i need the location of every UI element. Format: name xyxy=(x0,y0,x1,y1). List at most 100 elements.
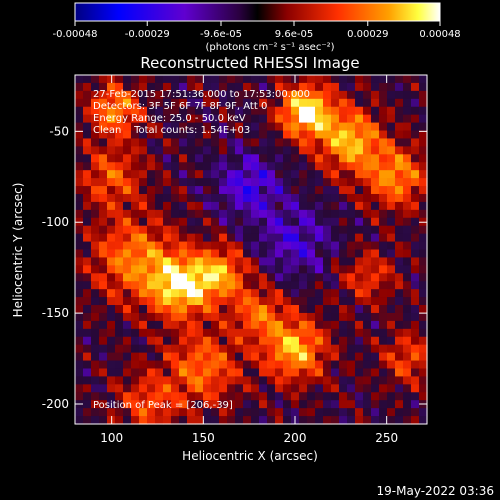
heatmap-cell xyxy=(291,154,300,163)
heatmap-cell xyxy=(99,328,108,338)
heatmap-cell xyxy=(75,265,84,274)
heatmap-cell xyxy=(235,114,244,124)
heatmap-cell xyxy=(355,154,364,163)
heatmap-cell xyxy=(267,392,276,401)
heatmap-cell xyxy=(403,75,412,84)
heatmap-cell xyxy=(371,392,380,401)
heatmap-cell xyxy=(211,241,220,251)
heatmap-cell xyxy=(275,170,284,179)
heatmap-cell xyxy=(403,122,412,132)
heatmap-cell xyxy=(395,193,404,203)
heatmap-cell xyxy=(411,265,420,274)
heatmap-cell xyxy=(379,249,388,259)
heatmap-cell xyxy=(219,249,228,259)
heatmap-cell xyxy=(371,122,380,132)
heatmap-cell xyxy=(99,225,108,235)
heatmap-cell xyxy=(283,178,292,187)
heatmap-cell xyxy=(107,344,116,354)
heatmap-cell xyxy=(307,114,316,124)
heatmap-cell xyxy=(83,312,92,322)
heatmap-cell xyxy=(267,209,276,219)
heatmap-cell xyxy=(243,106,252,116)
heatmap-cell xyxy=(371,368,380,378)
heatmap-cell xyxy=(315,408,324,417)
heatmap-cell xyxy=(379,384,388,393)
heatmap-cell xyxy=(211,249,220,259)
heatmap-cell xyxy=(411,186,420,195)
heatmap-cell xyxy=(339,400,348,409)
heatmap-cell xyxy=(147,233,156,243)
heatmap-cell xyxy=(371,384,380,393)
heatmap-cell xyxy=(283,305,292,314)
heatmap-cell xyxy=(315,186,324,195)
heatmap-cell xyxy=(315,328,324,338)
heatmap-cell xyxy=(275,368,284,378)
heatmap-cell xyxy=(307,170,316,179)
heatmap-cell xyxy=(75,98,84,108)
heatmap-cell xyxy=(411,392,420,401)
heatmap-cell xyxy=(147,217,156,227)
heatmap-cell xyxy=(91,265,100,274)
heatmap-cell xyxy=(139,138,148,147)
heatmap-cell xyxy=(107,273,116,282)
heatmap-cell xyxy=(139,384,148,393)
heatmap-cell xyxy=(403,336,412,346)
heatmap-cell xyxy=(331,201,340,211)
heatmap-cell xyxy=(283,122,292,132)
heatmap-cell xyxy=(283,106,292,116)
heatmap-cell xyxy=(283,416,292,425)
heatmap-cell xyxy=(211,344,220,354)
heatmap-cell xyxy=(363,305,372,314)
heatmap-cell xyxy=(187,249,196,259)
heatmap-cell xyxy=(187,305,196,314)
heatmap-cell xyxy=(275,98,284,108)
heatmap-cell xyxy=(179,193,188,203)
heatmap-cell xyxy=(227,281,236,290)
heatmap-cell xyxy=(307,352,316,362)
heatmap-cell xyxy=(387,416,396,425)
heatmap-cell xyxy=(147,273,156,282)
heatmap-cell xyxy=(131,305,140,314)
heatmap-cell xyxy=(243,416,252,425)
heatmap-cell xyxy=(347,265,356,274)
heatmap-cell xyxy=(379,297,388,306)
heatmap-cell xyxy=(323,368,332,378)
heatmap-cell xyxy=(299,320,308,330)
heatmap-cell xyxy=(275,90,284,100)
heatmap-cell xyxy=(139,400,148,409)
heatmap-cell xyxy=(227,368,236,378)
heatmap-cell xyxy=(323,75,332,84)
axis-ticks: 100 150 200 250-50-100-150-200 xyxy=(42,75,427,445)
heatmap-cell xyxy=(187,90,196,100)
heatmap-cell xyxy=(83,98,92,108)
heatmap-cell xyxy=(419,186,428,195)
heatmap-cell xyxy=(363,265,372,274)
heatmap-cell xyxy=(403,114,412,124)
heatmap-cell xyxy=(355,273,364,282)
heatmap-cell xyxy=(291,408,300,417)
heatmap-cell xyxy=(363,233,372,243)
heatmap-cell xyxy=(403,320,412,330)
heatmap-cell xyxy=(99,297,108,306)
heatmap-cell xyxy=(323,138,332,147)
heatmap-cell xyxy=(147,368,156,378)
heatmap-cell xyxy=(387,352,396,362)
heatmap-cell xyxy=(179,217,188,227)
heatmap-cell xyxy=(379,209,388,219)
heatmap-cell xyxy=(131,75,140,84)
heatmap-cell xyxy=(227,162,236,171)
heatmap-cell xyxy=(275,193,284,203)
heatmap-cell xyxy=(139,75,148,84)
heatmap-cell xyxy=(315,130,324,140)
heatmap-cell xyxy=(371,320,380,330)
heatmap-cell xyxy=(155,249,164,259)
heatmap-cell xyxy=(83,90,92,100)
heatmap-cell xyxy=(259,305,268,314)
heatmap-cell xyxy=(83,392,92,401)
heatmap-cell xyxy=(387,217,396,227)
heatmap-cell xyxy=(211,154,220,163)
heatmap-cell xyxy=(283,297,292,306)
heatmap-cell xyxy=(147,154,156,163)
heatmap-cell xyxy=(219,90,228,100)
heatmap-cell xyxy=(315,368,324,378)
